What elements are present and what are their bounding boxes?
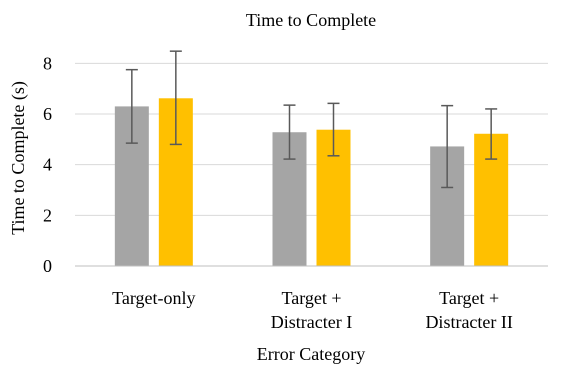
y-tick-label: 6 [43, 104, 52, 124]
x-axis-categories: Target-only Target + Distracter I Target + D… [112, 288, 513, 332]
x-category-label: Distracter I [271, 312, 352, 332]
y-axis-label: Time to Complete (s) [8, 81, 29, 235]
x-category-label: Target + [439, 288, 499, 308]
bars [114, 98, 509, 267]
x-axis-label: Error Category [257, 344, 365, 364]
y-tick-label: 8 [43, 53, 52, 73]
y-tick-label: 2 [43, 205, 52, 225]
y-tick-label: 4 [43, 155, 52, 175]
x-category-label: Target + [281, 288, 341, 308]
x-category-label: Distracter II [425, 312, 512, 332]
error-bars [125, 50, 498, 189]
x-category-label: Target-only [112, 288, 195, 308]
y-axis-ticks: 0 2 4 6 8 [43, 53, 52, 276]
y-tick-label: 0 [43, 256, 52, 276]
gridlines [75, 62, 548, 216]
chart-title: Time to Complete [246, 10, 376, 30]
